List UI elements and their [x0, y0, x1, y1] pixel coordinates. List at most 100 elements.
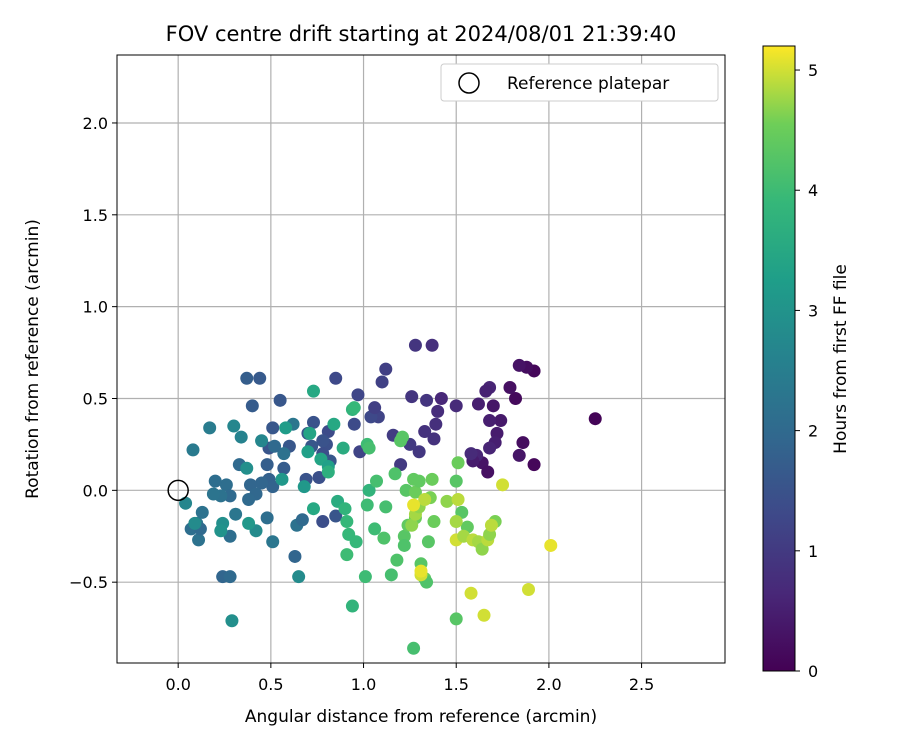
data-point	[242, 516, 256, 530]
data-point	[408, 338, 422, 352]
x-tick-label: 0.5	[258, 675, 283, 694]
colorbar-tick-label: 0	[808, 662, 818, 681]
data-point	[405, 518, 419, 532]
data-point	[253, 371, 267, 385]
y-axis-label: Rotation from reference (arcmin)	[23, 219, 43, 499]
data-point	[477, 608, 491, 622]
data-point	[397, 529, 411, 543]
data-point	[412, 445, 426, 459]
chart-title: FOV centre drift starting at 2024/08/01 …	[166, 22, 677, 46]
data-point	[503, 380, 517, 394]
colorbar-tick-label: 1	[808, 542, 818, 561]
data-point	[306, 384, 320, 398]
x-tick-label: 0.0	[165, 675, 190, 694]
data-point	[418, 493, 432, 507]
data-point	[297, 480, 311, 494]
data-point	[388, 467, 402, 481]
data-point	[179, 496, 193, 510]
data-point	[340, 515, 354, 529]
legend-label: Reference platepar	[507, 74, 669, 94]
colorbar-label: Hours from first FF file	[831, 264, 851, 454]
data-point	[195, 505, 209, 519]
data-point	[329, 509, 343, 523]
data-point	[301, 445, 315, 459]
data-point	[336, 441, 350, 455]
data-point	[329, 371, 343, 385]
data-point	[277, 447, 291, 461]
legend-marker-icon	[458, 72, 480, 94]
data-point	[431, 404, 445, 418]
y-tick-label: 0.5	[83, 389, 108, 408]
data-point	[345, 599, 359, 613]
y-tick-label: −0.5	[69, 573, 108, 592]
data-point	[240, 371, 254, 385]
legend-box	[440, 63, 719, 102]
data-point	[494, 414, 508, 428]
colorbar: 0 1 2 3 4 5 Hours from first FF file	[762, 45, 851, 681]
data-point	[484, 518, 498, 532]
data-point	[266, 535, 280, 549]
data-point	[479, 384, 493, 398]
data-point	[306, 415, 320, 429]
data-point	[440, 494, 454, 508]
data-point	[377, 531, 391, 545]
data-point	[362, 441, 376, 455]
reference-point	[167, 479, 189, 502]
y-tick-label: 0.0	[83, 481, 108, 500]
data-point	[266, 480, 280, 494]
data-point	[223, 570, 237, 584]
data-point	[255, 434, 269, 448]
data-point	[405, 390, 419, 404]
data-point	[451, 456, 465, 470]
data-point	[588, 412, 602, 426]
y-axis-ticks: −0.5 0.0 0.5 1.0 1.5 2.0	[69, 114, 117, 592]
data-point	[408, 485, 422, 499]
data-point	[203, 421, 217, 435]
data-point	[255, 476, 269, 490]
data-point	[522, 583, 536, 597]
data-point	[481, 465, 495, 479]
data-point	[303, 426, 317, 440]
data-point	[214, 524, 228, 538]
data-point	[338, 502, 352, 516]
data-point	[279, 421, 293, 435]
plot-frame	[116, 54, 726, 664]
data-point	[288, 549, 302, 563]
data-point	[275, 472, 289, 486]
colorbar-tick-label: 3	[808, 301, 818, 320]
data-point	[260, 511, 274, 525]
data-point	[229, 507, 243, 521]
data-point	[260, 458, 274, 472]
data-point	[412, 474, 426, 488]
x-tick-label: 2.5	[629, 675, 654, 694]
data-point	[407, 498, 421, 512]
data-point	[516, 436, 530, 450]
data-point	[544, 538, 558, 552]
data-point	[340, 548, 354, 562]
data-point	[483, 414, 497, 428]
data-point	[292, 570, 306, 584]
data-point	[512, 358, 526, 372]
data-point	[397, 538, 411, 552]
data-point	[245, 399, 259, 413]
data-point	[227, 419, 241, 433]
data-point	[449, 612, 463, 626]
data-point	[277, 461, 291, 475]
data-point	[384, 568, 398, 582]
data-point	[425, 338, 439, 352]
data-point	[390, 553, 404, 567]
x-tick-label: 1.5	[443, 675, 468, 694]
data-point	[425, 472, 439, 486]
x-axis-label: Angular distance from reference (arcmin)	[245, 707, 597, 727]
y-tick-label: 2.0	[83, 114, 108, 133]
data-point	[434, 391, 448, 405]
data-point	[449, 474, 463, 488]
data-point	[471, 397, 485, 411]
data-point	[240, 461, 254, 475]
data-point	[429, 417, 443, 431]
data-point	[360, 498, 374, 512]
data-point	[427, 515, 441, 529]
data-point	[349, 535, 363, 549]
data-point	[358, 570, 372, 584]
